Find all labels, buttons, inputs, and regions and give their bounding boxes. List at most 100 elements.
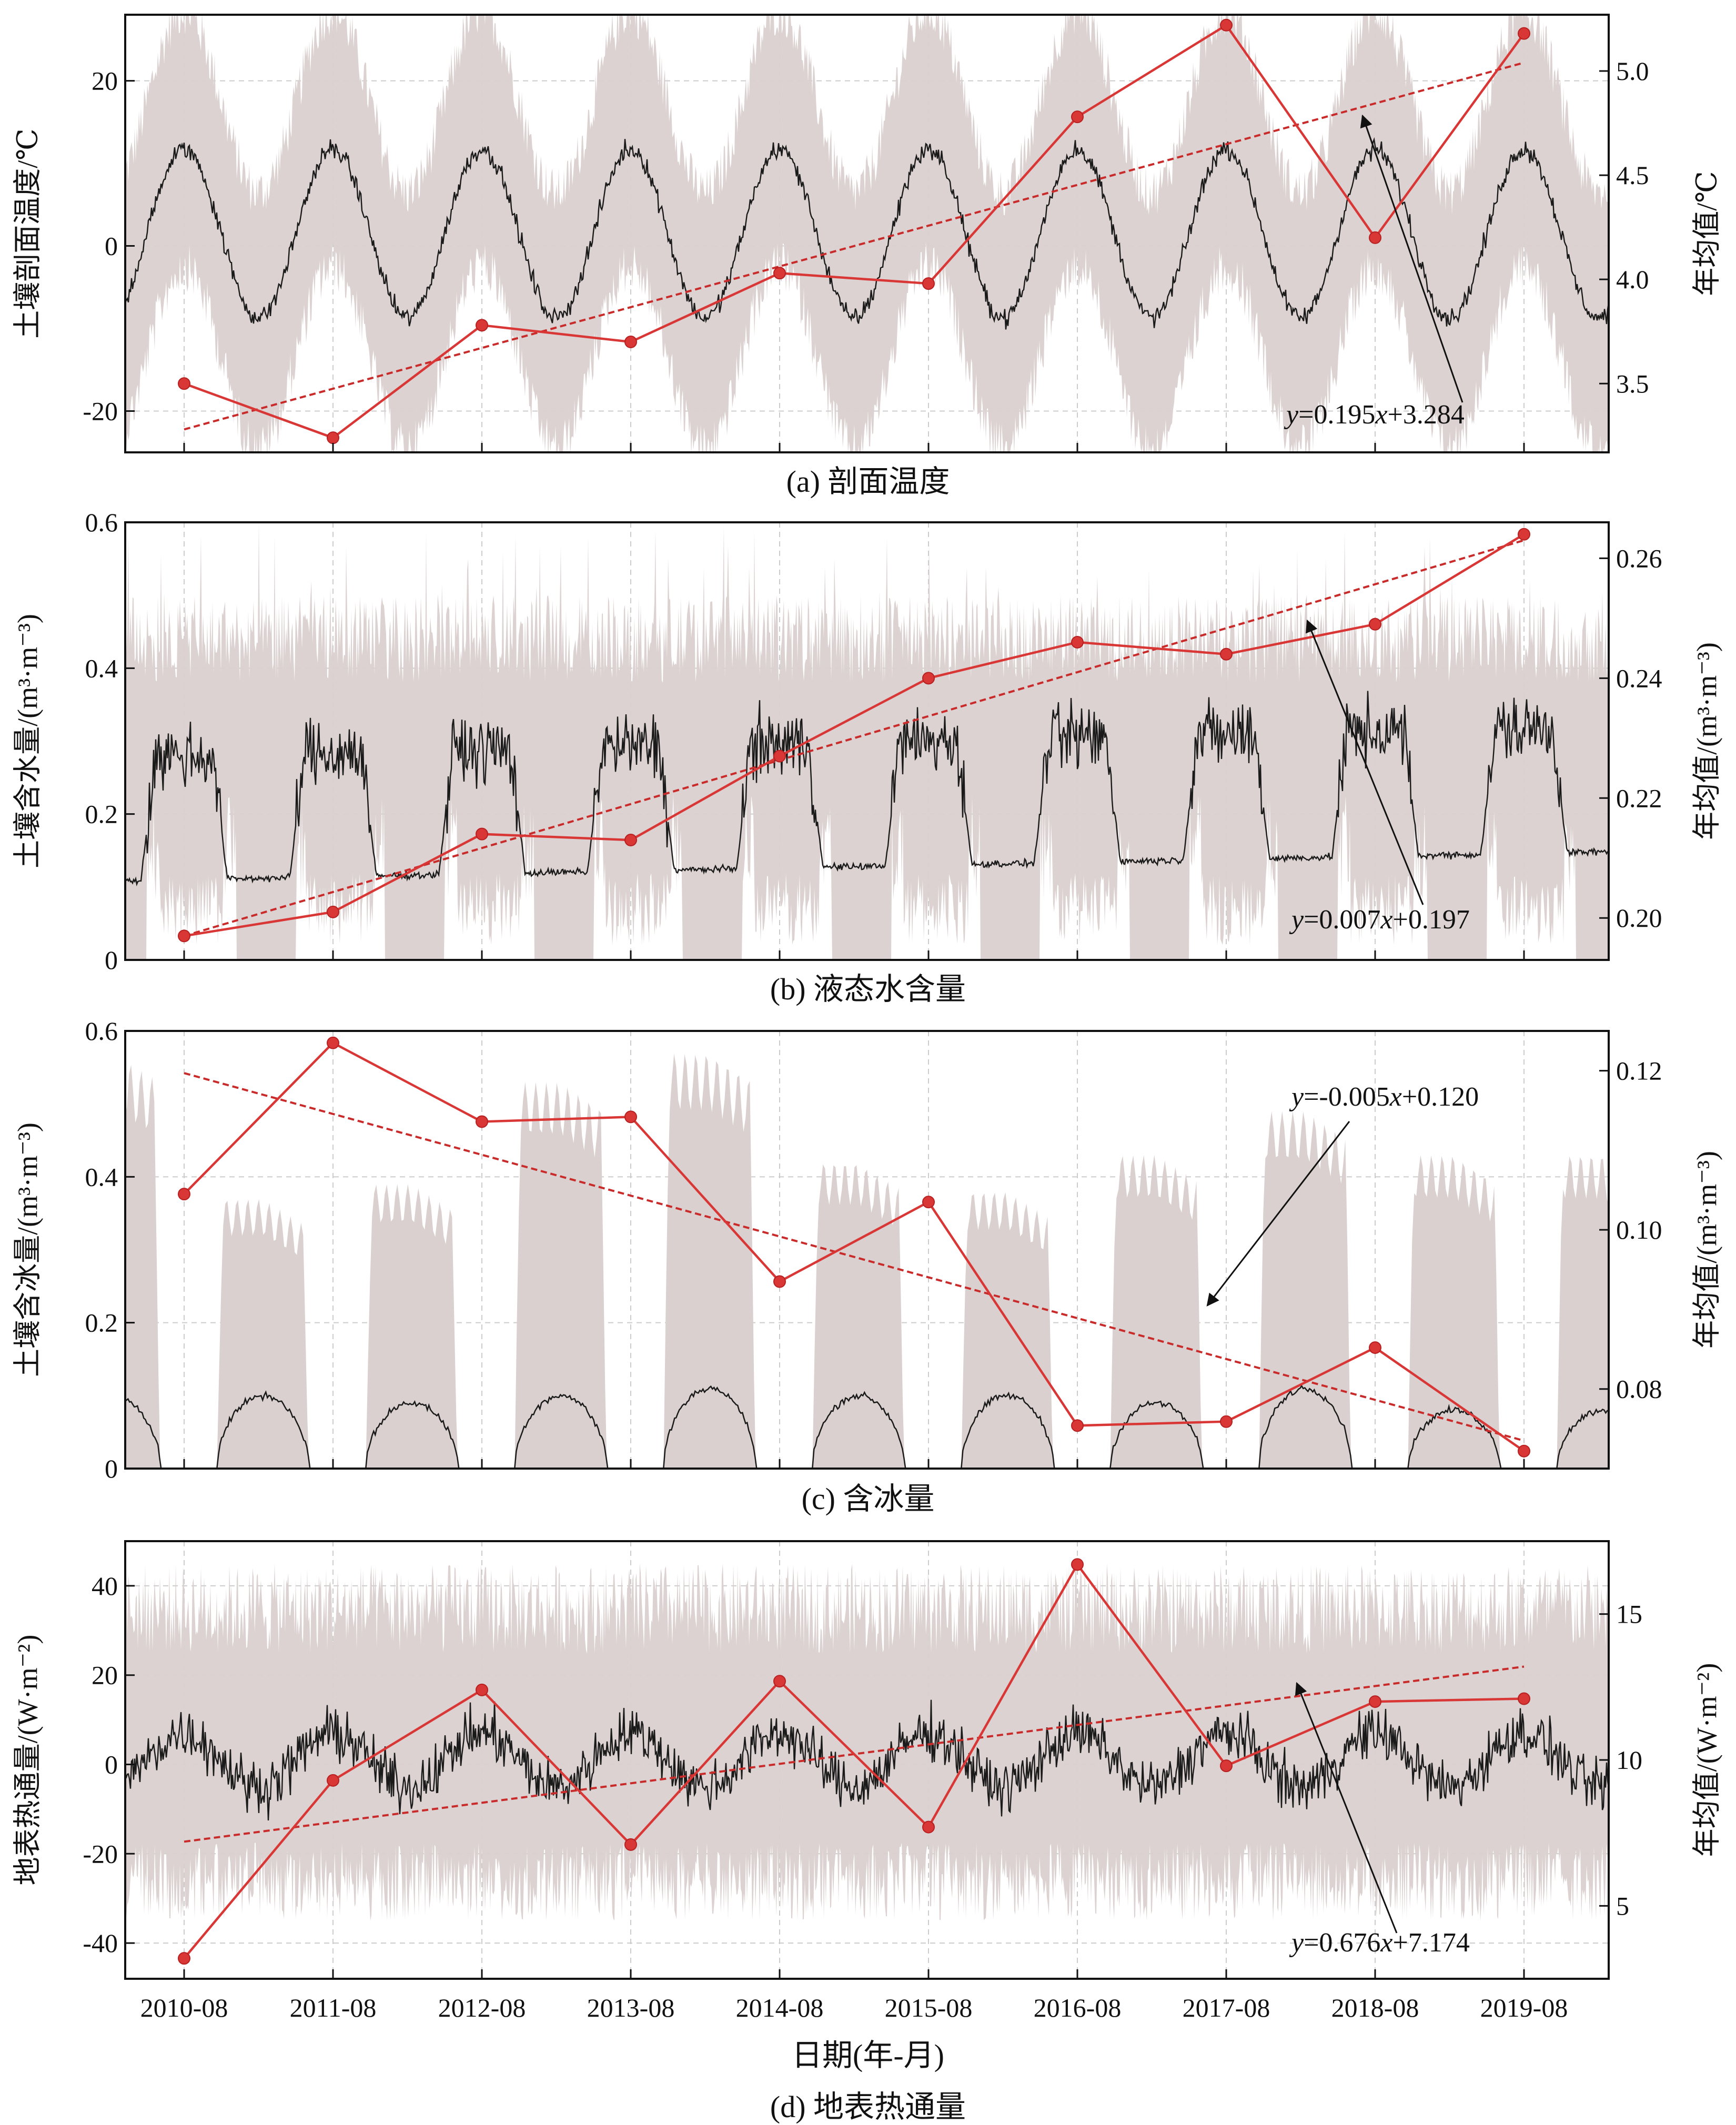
- right-tick-label: 3.5: [1616, 369, 1649, 398]
- right-tick-label: 4.5: [1616, 160, 1649, 190]
- annual-mean-point-2018-08: [1369, 618, 1381, 631]
- daily-series: [201, 1390, 325, 1469]
- equation-part: y: [1289, 1082, 1304, 1112]
- annual-mean-point-2017-08: [1220, 18, 1233, 32]
- left-tick-label: 0: [105, 945, 118, 975]
- annual-mean-point-2016-08: [1071, 635, 1084, 649]
- daily-series: [1094, 1400, 1218, 1469]
- annual-mean-point-2015-08: [922, 277, 935, 290]
- trend-equation: y=-0.005x+0.120: [1289, 1082, 1479, 1112]
- x-tick-label: 2013-08: [587, 1993, 675, 2022]
- annual-mean-point-2010-08: [178, 377, 190, 390]
- annual-mean-point-2016-08: [1071, 1419, 1084, 1432]
- trend-equation: y=0.676x+7.174: [1289, 1928, 1470, 1958]
- right-tick-label: 4.0: [1616, 265, 1649, 294]
- equation-arrow: [1306, 619, 1424, 905]
- left-tick-label: 40: [92, 1571, 118, 1601]
- annual-mean-point-2013-08: [624, 1838, 637, 1851]
- range-band: [812, 1164, 905, 1469]
- annual-mean-point-2011-08: [327, 1036, 339, 1049]
- annual-mean-point-2018-08: [1369, 231, 1381, 244]
- daily-series: [1243, 1384, 1367, 1469]
- right-tick-label: 0.08: [1616, 1374, 1662, 1404]
- equation-part: x: [1389, 1082, 1402, 1112]
- x-tick-label: 2017-08: [1183, 1993, 1270, 2022]
- plot-area-d: [125, 1541, 1609, 1979]
- panel-a: -20 0 20 3.5 4.0 4.5 5.0 土壤剖面温度/℃ 年均值/℃ (a) 剖面温度 y…: [12, 14, 1722, 499]
- x-tick-label: 2012-08: [438, 1993, 526, 2022]
- daily-series: [796, 1391, 920, 1469]
- left-tick-label: -20: [83, 1839, 118, 1868]
- left-tick-label: 20: [92, 1661, 118, 1690]
- equation-part: +3.284: [1388, 400, 1465, 430]
- right-axis-label: 年均值/℃: [1691, 171, 1722, 296]
- plot-frame: [124, 521, 1610, 961]
- equation-part: +7.174: [1393, 1928, 1470, 1958]
- right-tick-label: 5.0: [1616, 56, 1649, 86]
- x-tick-label: 2011-08: [290, 1993, 377, 2022]
- right-tick-label: 10: [1616, 1745, 1642, 1775]
- annual-mean-line: [184, 23, 1525, 439]
- annual-mean-point-2012-08: [476, 827, 488, 841]
- range-band: [125, 1563, 1609, 1921]
- range-band: [366, 1184, 458, 1469]
- left-axis-label: 土壤含冰量/(m³·m⁻³): [12, 1122, 43, 1377]
- annual-mean-point-2010-08: [178, 1188, 190, 1201]
- range-band: [1259, 1111, 1351, 1469]
- right-axis-label: 年均值/(m³·m⁻³): [1691, 642, 1722, 840]
- plot-frame: [124, 1030, 1610, 1470]
- equation-part: y: [1289, 905, 1304, 935]
- annual-mean-point-2010-08: [178, 1952, 190, 1965]
- annual-mean-point-2019-08: [1518, 1692, 1530, 1705]
- equation-part: x: [1380, 905, 1392, 935]
- daily-series: [1392, 1404, 1516, 1469]
- annual-mean-point-2019-08: [1518, 1444, 1530, 1458]
- panel-caption: (a) 剖面温度: [786, 464, 950, 499]
- right-axis-label: 年均值/(W·m⁻²): [1691, 1663, 1722, 1857]
- annual-mean-line: [184, 533, 1525, 937]
- left-tick-label: 0.6: [85, 1016, 118, 1046]
- range-band: [1557, 1156, 1609, 1469]
- right-tick-label: 0.26: [1616, 543, 1662, 573]
- right-tick-label: 0.20: [1616, 903, 1662, 933]
- range-band: [217, 1199, 309, 1469]
- annual-mean-point-2011-08: [327, 431, 339, 444]
- left-tick-label: 0: [105, 1454, 118, 1483]
- annual-mean-point-2019-08: [1518, 27, 1530, 40]
- annual-mean-point-2011-08: [327, 1774, 339, 1787]
- x-tick-label: 2015-08: [885, 1993, 973, 2022]
- range-band: [125, 15, 1609, 452]
- equation-arrow: [1206, 1121, 1350, 1307]
- plot-area-a: [125, 15, 1609, 452]
- left-axis-label: 地表热通量/(W·m⁻²): [12, 1635, 43, 1886]
- right-tick-label: 5: [1616, 1891, 1629, 1920]
- daily-series: [350, 1400, 473, 1469]
- annual-mean-point-2017-08: [1220, 1759, 1233, 1773]
- x-tick-label: 2018-08: [1331, 1993, 1419, 2022]
- range-band: [1110, 1155, 1203, 1469]
- trend-line: [184, 62, 1525, 431]
- annual-mean-point-2012-08: [476, 1683, 488, 1696]
- equation-part: +0.120: [1402, 1082, 1479, 1112]
- annual-mean-point-2011-08: [327, 905, 339, 918]
- daily-series: [125, 1699, 1609, 1820]
- equation-part: +0.197: [1393, 905, 1470, 935]
- trend-line: [184, 539, 1525, 937]
- equation-part: y: [1284, 400, 1299, 430]
- annual-mean-point-2014-08: [773, 267, 786, 280]
- panel-b: 0 0.2 0.4 0.6 0.20 0.22 0.24 0.26 土壤含水量/(m³·m⁻³)…: [12, 508, 1722, 1006]
- left-axis-label: 土壤含水量/(m³·m⁻³): [12, 614, 43, 868]
- annual-mean-point-2012-08: [476, 319, 488, 332]
- daily-series: [125, 137, 1609, 330]
- daily-series: [125, 691, 1609, 887]
- left-tick-label: -20: [83, 397, 118, 426]
- range-band: [961, 1192, 1054, 1469]
- plot-area-c: [125, 1031, 1609, 1469]
- right-tick-label: 0.12: [1616, 1056, 1662, 1086]
- equation-arrow: [1360, 114, 1464, 403]
- annual-mean-point-2018-08: [1369, 1695, 1381, 1708]
- left-tick-label: 0: [105, 1749, 118, 1779]
- x-tick-label: 2014-08: [736, 1993, 824, 2022]
- panel-d: -40 -20 0 20 40 5 10 15 地表热通量/(W·m⁻²) 年均值/(W·m⁻²)…: [12, 1540, 1722, 2124]
